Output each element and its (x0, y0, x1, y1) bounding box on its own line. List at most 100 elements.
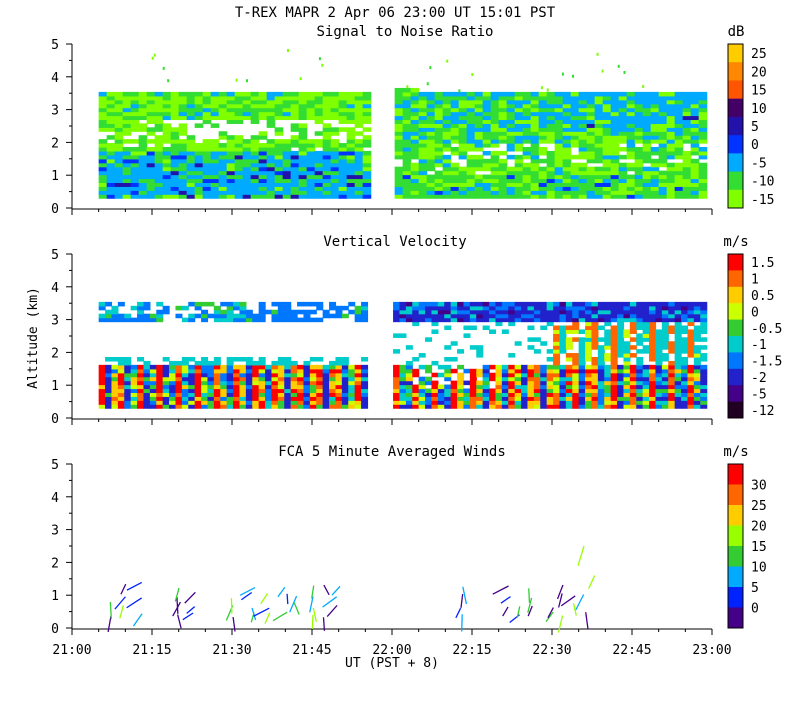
velocity-cell (649, 404, 656, 409)
snr-cell (699, 155, 708, 160)
velocity-cell (489, 392, 496, 397)
velocity-cell (99, 318, 106, 323)
velocity-cell (271, 369, 278, 374)
velocity-cell (271, 400, 278, 405)
velocity-cell (99, 381, 106, 386)
snr-cell (131, 171, 140, 176)
snr-cell (595, 104, 604, 109)
figure-title: T-REX MAPR 2 Apr 06 23:00 UT 15:01 PST (235, 5, 556, 21)
velocity-cell (188, 385, 195, 390)
snr-cell (491, 119, 500, 124)
snr-cell (147, 171, 156, 176)
velocity-cell (393, 392, 400, 397)
velocity-cell (534, 373, 541, 378)
snr-cell (347, 127, 356, 132)
velocity-cell (649, 322, 656, 327)
snr-cell (107, 147, 116, 152)
snr-cell (395, 171, 404, 176)
snr-cell (515, 143, 524, 148)
velocity-cell (316, 302, 323, 307)
velocity-cell (342, 377, 349, 382)
velocity-cell (207, 377, 214, 382)
snr-cell (483, 175, 492, 180)
snr-cell (603, 135, 612, 140)
velocity-cell (124, 318, 131, 323)
snr-cell (211, 186, 220, 191)
snr-cell (195, 163, 204, 168)
velocity-cell (681, 329, 688, 334)
snr-cell (427, 127, 436, 132)
velocity-cell (559, 310, 566, 315)
snr-cell (443, 104, 452, 109)
snr-cell (315, 139, 324, 144)
snr-cell (683, 171, 692, 176)
snr-cell (683, 112, 692, 117)
velocity-cell (163, 306, 170, 311)
velocity-cell (572, 377, 579, 382)
snr-cell (427, 100, 436, 105)
snr-cell (619, 131, 628, 136)
snr-cell (523, 182, 532, 187)
velocity-cell (591, 388, 598, 393)
velocity-cell (303, 369, 310, 374)
snr-cell (331, 96, 340, 101)
snr-cell (435, 155, 444, 160)
snr-cell (115, 155, 124, 160)
snr-cell (595, 190, 604, 195)
snr-cell (99, 147, 108, 152)
velocity-cell (284, 392, 291, 397)
velocity-cell (329, 400, 336, 405)
velocity-cell (483, 400, 490, 405)
velocity-cell (515, 404, 522, 409)
snr-cell (619, 135, 628, 140)
snr-cell (563, 92, 572, 97)
snr-cell (443, 167, 452, 172)
snr-cell (507, 171, 516, 176)
snr-cell (643, 182, 652, 187)
velocity-cell (419, 318, 426, 323)
velocity-cell (662, 329, 669, 334)
snr-cell (419, 108, 428, 113)
velocity-cell (662, 392, 669, 397)
velocity-cell (502, 377, 509, 382)
snr-cell (123, 147, 132, 152)
velocity-cell (195, 306, 202, 311)
velocity-cell (649, 306, 656, 311)
snr-cell (363, 139, 372, 144)
velocity-cell (239, 381, 246, 386)
velocity-cell (399, 365, 406, 370)
velocity-cell (527, 302, 534, 307)
velocity-cell (643, 314, 650, 319)
snr-speckle (427, 82, 429, 85)
snr-cell (619, 127, 628, 132)
snr-cell (163, 127, 172, 132)
snr-cell (435, 127, 444, 132)
snr-cell (331, 190, 340, 195)
velocity-cell (233, 381, 240, 386)
velocity-cell (623, 381, 630, 386)
snr-cell (323, 151, 332, 156)
snr-cell (651, 104, 660, 109)
velocity-cell (444, 326, 451, 331)
velocity-cell (598, 318, 605, 323)
snr-cell (259, 178, 268, 183)
snr-cell (259, 131, 268, 136)
velocity-cell (540, 369, 547, 374)
velocity-cell (547, 369, 554, 374)
velocity-cell (617, 385, 624, 390)
velocity-cell (156, 314, 163, 319)
velocity-cell (310, 310, 317, 315)
snr-cell (563, 159, 572, 164)
velocity-cell (271, 365, 278, 370)
snr-cell (435, 104, 444, 109)
velocity-cell (252, 381, 259, 386)
snr-cell (315, 190, 324, 195)
snr-cell (499, 127, 508, 132)
snr-cell (459, 194, 468, 199)
velocity-cell (617, 392, 624, 397)
snr-cell (251, 119, 260, 124)
snr-cell (587, 108, 596, 113)
snr-cell (579, 182, 588, 187)
snr-cell (571, 96, 580, 101)
snr-cell (219, 108, 228, 113)
